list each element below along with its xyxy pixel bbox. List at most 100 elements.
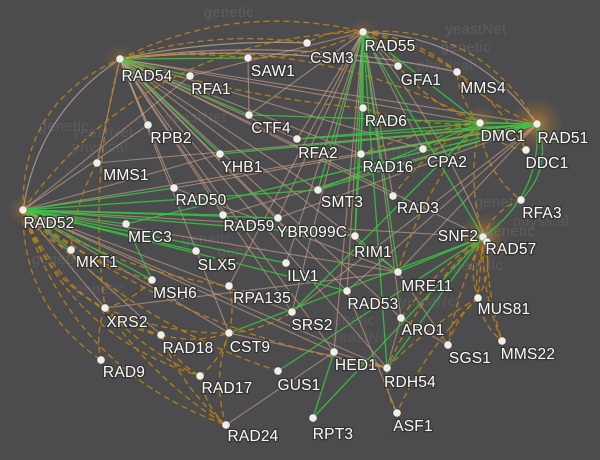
node-rad57[interactable]: [482, 237, 492, 247]
node-csm3[interactable]: [302, 38, 312, 48]
node-ddc1[interactable]: [521, 145, 531, 155]
node-rpa135[interactable]: [224, 281, 234, 291]
node-rad53[interactable]: [342, 286, 352, 296]
edge-rad51-rfa2: [296, 123, 538, 140]
edge-rad51-mre11: [397, 123, 538, 273]
node-cst9[interactable]: [224, 328, 234, 338]
node-mms22[interactable]: [497, 336, 507, 346]
node-ilv1[interactable]: [281, 258, 291, 268]
node-label-mms4: MMS4: [460, 80, 506, 97]
network-watermark-yeastnet: yeastNet: [359, 147, 420, 163]
edge-rad51-mec3: [125, 123, 538, 225]
node-rad54[interactable]: [115, 54, 125, 64]
edge-rad55-srs2: [291, 31, 364, 313]
node-ctf4[interactable]: [244, 110, 254, 120]
node-mms1[interactable]: [92, 158, 102, 168]
node-label-rad54: RAD54: [122, 68, 173, 85]
node-rad3[interactable]: [388, 191, 398, 201]
node-label-mms1: MMS1: [103, 167, 149, 184]
node-xrs2[interactable]: [100, 303, 110, 313]
node-dmc1[interactable]: [475, 118, 485, 128]
network-watermark-genetic: genetic: [441, 40, 491, 56]
node-rad6[interactable]: [358, 103, 368, 113]
node-rad55[interactable]: [358, 27, 368, 37]
edge-cst9-rpa135: [228, 285, 233, 334]
edge-dmc1-srs2: [291, 122, 481, 313]
node-slx5[interactable]: [191, 246, 201, 256]
node-aro1[interactable]: [396, 313, 406, 323]
node-rad51[interactable]: [532, 119, 542, 129]
edge-dmc1-mre11: [397, 122, 481, 273]
node-label-rad6: RAD6: [365, 113, 407, 130]
node-label-csm3: CSM3: [310, 50, 354, 67]
edge-snf2-gus1: [277, 236, 484, 372]
edge-rad51-ctf4: [248, 114, 538, 125]
network-watermark-genetic: genetic: [475, 195, 525, 211]
node-rad50[interactable]: [169, 183, 179, 193]
node-gfa1[interactable]: [393, 61, 403, 71]
node-label-snf2: SNF2: [438, 228, 478, 245]
network-watermark-genetic: genetic: [75, 282, 125, 298]
edge-rad54-xrs2: [98, 58, 121, 309]
edge-rad54-csm3: [119, 41, 308, 60]
node-rad17[interactable]: [195, 371, 205, 381]
edge-rad52-rad24: [22, 209, 227, 426]
edge-rad52-rad53: [22, 209, 348, 292]
node-msh6[interactable]: [147, 275, 157, 285]
edge-rad55-smt3: [317, 31, 364, 191]
edge-rad52-rad17: [22, 209, 201, 377]
edge-saw1-ctf4: [247, 57, 250, 116]
node-label-rad51: RAD51: [538, 130, 589, 147]
node-label-rad59: RAD59: [224, 218, 275, 235]
node-saw1[interactable]: [243, 53, 253, 63]
node-ybr099c[interactable]: [273, 213, 283, 223]
network-watermark-genetic: genetic: [453, 258, 503, 274]
node-rad52[interactable]: [18, 205, 28, 215]
node-rfa3[interactable]: [516, 195, 526, 205]
node-sgs1[interactable]: [443, 340, 453, 350]
network-watermark-yeastnet: yeastNet: [165, 110, 226, 126]
node-rpt3[interactable]: [308, 413, 318, 423]
node-mms4[interactable]: [452, 67, 462, 77]
edge-mec3-msh6: [125, 223, 153, 281]
node-rad24[interactable]: [221, 420, 231, 430]
node-cpa2[interactable]: [418, 144, 428, 154]
node-asf1[interactable]: [392, 408, 402, 418]
node-yhb1[interactable]: [215, 149, 225, 159]
node-label-msh6: MSH6: [153, 285, 197, 302]
edge-snf2-mus81: [477, 236, 489, 299]
edge-rad52-gus1: [22, 209, 279, 372]
node-label-saw1: SAW1: [251, 63, 295, 80]
network-watermark-genetic: genetic: [325, 313, 375, 329]
edge-rad52-srs2: [22, 209, 293, 313]
edge-rad55-mre11: [362, 31, 399, 273]
node-rpb2[interactable]: [143, 120, 153, 130]
edge-rad18-cst9: [160, 332, 230, 340]
edge-snf2-cst9: [228, 236, 484, 334]
network-watermark-genetic: genetic: [485, 224, 535, 240]
node-rfa1[interactable]: [185, 71, 195, 81]
node-rad9[interactable]: [96, 355, 106, 365]
network-watermark-genetic: genetic: [182, 232, 232, 248]
node-rad16[interactable]: [356, 149, 366, 159]
node-rdh54[interactable]: [382, 363, 392, 373]
node-gus1[interactable]: [273, 366, 283, 376]
edge-rad54-rdh54: [119, 58, 388, 369]
node-label-dmc1: DMC1: [481, 128, 526, 145]
edge-mus81-mms22: [477, 297, 503, 342]
node-mus81[interactable]: [473, 293, 483, 303]
node-mec3[interactable]: [121, 219, 131, 229]
node-mkt1[interactable]: [66, 245, 76, 255]
node-rfa2[interactable]: [292, 134, 302, 144]
node-smt3[interactable]: [313, 185, 323, 195]
node-label-ybr099c: YBR099C: [277, 224, 347, 241]
node-rad59[interactable]: [218, 210, 228, 220]
node-rim1[interactable]: [350, 231, 360, 241]
edge-rad55-rad51: [362, 30, 538, 125]
node-rad18[interactable]: [156, 330, 166, 340]
edge-rim1-mre11: [354, 235, 399, 273]
node-mre11[interactable]: [393, 267, 403, 277]
node-hed1[interactable]: [329, 347, 339, 357]
node-srs2[interactable]: [287, 307, 297, 317]
